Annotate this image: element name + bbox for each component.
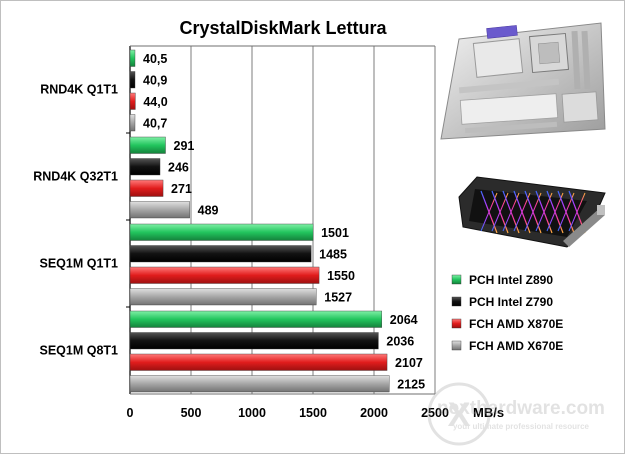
watermark-logo-mark: X: [448, 396, 471, 434]
bar-value-label: 2036: [386, 335, 414, 349]
bars: [129, 49, 390, 393]
rgb-light-stripe: [513, 192, 531, 232]
bar-value-label: 1485: [319, 248, 347, 262]
ssd-enclosure-image: [458, 176, 606, 248]
category-labels: RND4K Q1T1 RND4K Q32T1 SEQ1M Q1T1 SEQ1M Q8T…: [33, 83, 118, 358]
rgb-light-stripe: [535, 192, 553, 232]
legend-entry: FCH AMD X870E: [469, 317, 563, 331]
category-label: SEQ1M Q8T1: [40, 344, 119, 358]
x-axis-unit-label: MB/s: [473, 405, 504, 420]
watermark-brand: nexthardware.com: [437, 398, 605, 419]
bar: [129, 158, 161, 176]
rgb-light-stripe: [546, 192, 564, 232]
bar: [129, 92, 136, 110]
value-labels: 40,5 40,9 44,0 40,7 291 246 271 489 1501 1485 1550…: [143, 52, 425, 392]
legend-swatch: [451, 318, 462, 329]
bar-value-label: 1550: [327, 269, 355, 283]
bar-value-label: 2064: [390, 313, 418, 327]
rgb-light-stripe: [524, 192, 542, 232]
legend-swatch: [451, 340, 462, 351]
x-tick-label: 1000: [238, 406, 266, 420]
bar-value-label: 246: [168, 161, 189, 175]
category-label: RND4K Q1T1: [40, 83, 118, 97]
bar: [129, 179, 164, 197]
bar-value-label: 44,0: [143, 95, 167, 109]
bar: [129, 288, 317, 306]
bar-value-label: 2125: [397, 378, 425, 392]
bar-value-label: 2107: [395, 356, 423, 370]
bar: [129, 49, 136, 67]
bar: [129, 266, 320, 284]
bar: [129, 136, 166, 154]
bar-value-label: 489: [198, 204, 219, 218]
bar-value-label: 1501: [321, 226, 349, 240]
x-tick-label: 0: [127, 406, 134, 420]
category-label: SEQ1M Q1T1: [40, 257, 119, 271]
bar-value-label: 271: [171, 182, 192, 196]
rgb-light-stripe: [480, 192, 498, 232]
bar-value-label: 1527: [324, 291, 352, 305]
motherboard-image: [440, 22, 606, 140]
bar: [129, 310, 383, 328]
rgb-light-stripe: [502, 192, 520, 232]
bar: [129, 201, 190, 219]
bar-value-label: 291: [174, 139, 195, 153]
legend-swatch: [451, 274, 462, 285]
bar-value-label: 40,9: [143, 74, 167, 88]
category-label: RND4K Q32T1: [33, 170, 118, 184]
legend-entry: FCH AMD X670E: [469, 339, 563, 353]
legend-entry: PCH Intel Z890: [469, 273, 553, 287]
bar: [129, 223, 314, 241]
bar: [129, 245, 312, 263]
bar: [129, 353, 388, 371]
x-tick-label: 500: [181, 406, 202, 420]
watermark-tagline: your ultimate professional resource: [453, 422, 590, 431]
legend: PCH Intel Z890 PCH Intel Z790 FCH AMD X870…: [451, 273, 563, 353]
legend-entry: PCH Intel Z790: [469, 295, 553, 309]
rgb-light-stripe: [557, 192, 575, 232]
x-tick-label: 2000: [360, 406, 388, 420]
bar-value-label: 40,7: [143, 117, 167, 131]
x-axis-ticks: 0 500 1000 1500 2000 2500: [127, 406, 449, 420]
rgb-light-stripe: [491, 192, 509, 232]
bar: [129, 332, 379, 350]
bar-value-label: 40,5: [143, 52, 167, 66]
watermark: X nexthardware.com your ultimate profess…: [427, 382, 605, 446]
x-tick-label: 1500: [299, 406, 327, 420]
bar: [129, 71, 136, 89]
x-tick-label: 2500: [421, 406, 449, 420]
legend-swatch: [451, 296, 462, 307]
bar: [129, 375, 390, 393]
bar: [129, 114, 136, 132]
rgb-light-stripe: [568, 192, 586, 232]
chart-title: CrystalDiskMark Lettura: [179, 18, 387, 38]
